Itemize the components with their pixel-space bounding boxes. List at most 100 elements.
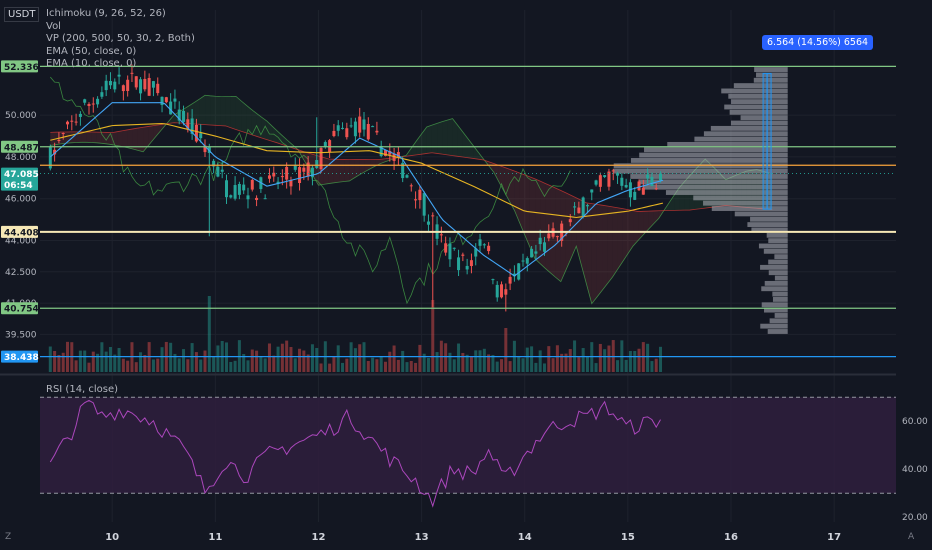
candle-body: [298, 167, 302, 184]
candle-body: [96, 98, 100, 105]
candle-body: [246, 195, 250, 200]
candle-body: [512, 273, 516, 277]
price-label-bg: [1, 167, 38, 180]
auto-scale-toggle[interactable]: A: [908, 532, 915, 542]
vp-row: [750, 216, 788, 222]
volume-bar: [121, 358, 125, 372]
cloud-segment: [638, 211, 644, 241]
vp-row: [747, 222, 788, 228]
volume-bar: [603, 349, 607, 372]
candle-body: [143, 78, 147, 90]
cloud-segment: [622, 208, 628, 262]
volume-bar: [500, 359, 504, 372]
cloud-segment: [323, 157, 329, 185]
candle-body: [315, 160, 319, 168]
candle-body: [401, 162, 405, 179]
volume-bar: [246, 360, 250, 372]
vp-row: [754, 67, 788, 72]
volume-bar: [310, 344, 314, 372]
candle-body: [654, 188, 658, 190]
candle-body: [555, 236, 559, 238]
candle-body: [233, 185, 237, 199]
candle-body: [646, 174, 650, 179]
volume-bar: [457, 343, 461, 372]
cloud-segment: [488, 161, 494, 173]
rsi-legend[interactable]: RSI (14, close): [46, 384, 119, 395]
measure-tool[interactable]: [762, 72, 772, 210]
price-label: 52.336: [4, 63, 39, 73]
volume-bar: [169, 342, 173, 372]
timezone-toggle[interactable]: Z: [5, 532, 12, 542]
cloud-segment: [344, 159, 350, 182]
cloud-segment: [416, 133, 422, 155]
cloud-segment: [447, 118, 453, 156]
candle-body: [100, 92, 104, 97]
cloud-segment: [287, 140, 293, 149]
price-tick-label: 44.000: [5, 236, 37, 246]
candle-body: [83, 99, 87, 103]
legend-vol[interactable]: Vol: [46, 20, 61, 32]
candle-body: [448, 243, 452, 260]
candle-body: [108, 81, 112, 86]
volume-bar: [444, 343, 448, 372]
vp-row: [756, 72, 788, 78]
vp-row: [694, 136, 788, 142]
rsi-line: [49, 399, 661, 508]
volume-bar: [551, 358, 555, 372]
candle-body: [542, 242, 546, 252]
vp-row: [644, 147, 788, 153]
cloud-segment: [153, 124, 159, 140]
candle-body: [353, 121, 357, 137]
legend-ichimoku[interactable]: Ichimoku (9, 26, 52, 26): [46, 8, 166, 19]
legend-ema10[interactable]: EMA (10, close, 0): [46, 58, 137, 69]
candle-body: [126, 79, 130, 91]
vp-row: [613, 168, 788, 174]
cloud-segment: [137, 127, 144, 152]
time-tick-label: 14: [518, 532, 532, 543]
currency-badge[interactable]: USDT: [4, 7, 40, 22]
legend-ema50[interactable]: EMA (50, close, 0): [46, 45, 137, 57]
price-label: 38.438: [4, 353, 39, 363]
time-axis[interactable]: 10 11 12 13 14 15 16 17: [105, 532, 841, 543]
cloud-segment: [230, 96, 236, 130]
candle-body: [383, 150, 387, 156]
volume-bar: [83, 350, 87, 372]
cloud-segment: [431, 123, 438, 154]
cloud-segment: [235, 96, 242, 132]
candle-body: [289, 179, 293, 187]
chikou-span: [50, 76, 571, 305]
legend-vp[interactable]: VP (200, 500, 50, 30, 2, Both): [46, 33, 195, 44]
candle-body: [156, 83, 160, 94]
candle-body: [500, 284, 504, 298]
candle-body: [504, 289, 508, 295]
volume-bar: [113, 354, 117, 372]
candle-body: [585, 205, 589, 207]
candle-body: [169, 101, 173, 115]
price-label-bg: [1, 225, 38, 238]
volume-bar: [199, 359, 203, 372]
candle-body: [568, 219, 572, 223]
cloud-segment: [86, 131, 92, 143]
horizontal-levels[interactable]: [40, 65, 896, 358]
volume-bar: [371, 357, 375, 372]
candle-body: [203, 145, 207, 153]
cloud-segment: [493, 163, 499, 182]
vp-row: [630, 174, 788, 179]
price-label: 06:54: [4, 181, 33, 191]
candle-body: [641, 187, 645, 195]
volume-bar: [401, 350, 405, 372]
volume-bar: [508, 361, 512, 372]
candle-body: [371, 126, 375, 128]
cloud-segment: [669, 195, 675, 211]
candle-body: [573, 206, 577, 208]
price-label-bg: [1, 140, 38, 153]
vp-row: [740, 115, 788, 121]
measure-label: 6.564 (14.56%) 6564: [762, 35, 874, 50]
rsi-tick-label: 60.00: [902, 417, 928, 427]
candle-body: [194, 124, 198, 142]
candle-body: [508, 276, 512, 284]
volume-bar: [48, 346, 52, 372]
cloud-segment: [591, 203, 597, 304]
